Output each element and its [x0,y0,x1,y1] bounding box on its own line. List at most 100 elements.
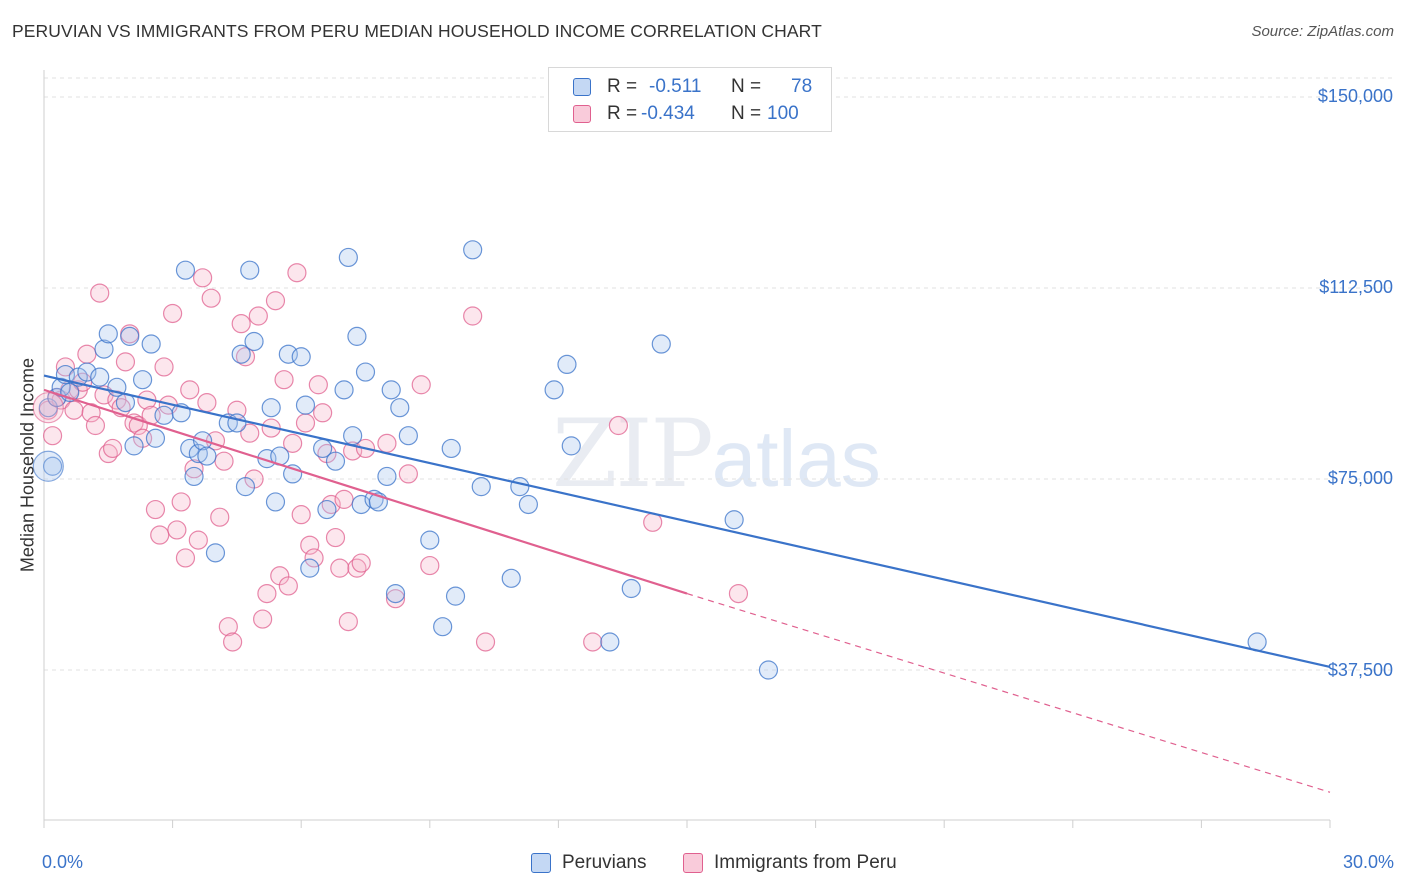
point-peruvians [600,632,620,652]
point-immigrants [102,438,123,459]
point-peruvians [32,450,64,482]
legend-label-peruvians: Peruvians [562,852,647,873]
point-peruvians [291,347,311,367]
y-tick-label: $150,000 [1317,86,1393,106]
trend-line-immigrants-extension [686,593,1331,793]
point-immigrants [175,548,196,568]
point-immigrants [90,283,110,303]
point-immigrants [145,499,166,520]
point-immigrants [287,263,307,283]
watermark-zip: ZIP [552,400,714,509]
point-peruvians [227,413,247,433]
y-tick-label: $37,500 [1327,660,1393,680]
point-peruvians [561,436,581,456]
point-peruvians [300,558,320,578]
point-peruvians [501,568,521,588]
point-immigrants [420,555,440,576]
correlation-legend: R = -0.511 N = 78 R = -0.434 N = 100 [548,67,832,132]
point-immigrants [32,392,64,424]
point-immigrants [291,505,311,525]
point-immigrants [64,400,84,420]
point-peruvians [355,362,376,382]
point-peruvians [120,326,140,346]
point-immigrants [475,632,496,652]
point-immigrants [398,464,418,484]
x-tick-label-min: 0.0% [42,852,84,872]
point-peruvians [231,344,251,364]
point-immigrants [223,632,243,652]
point-peruvians [334,380,354,400]
point-peruvians [390,398,410,418]
point-immigrants [115,352,136,372]
watermark: ZIPatlas [552,400,881,509]
point-peruvians [651,334,671,354]
point-peruvians [124,436,144,456]
trend-line-peruvians [43,374,1331,669]
point-peruvians [621,578,641,599]
point-immigrants [197,393,217,413]
chart-source: Source: ZipAtlas.com [1251,23,1394,40]
point-peruvians [132,370,153,390]
point-immigrants [180,380,200,400]
point-immigrants [330,558,350,578]
point-immigrants [265,291,286,311]
legend-r-value: -0.511 [649,76,702,97]
point-peruvians [420,530,440,550]
legend-label-immigrants: Immigrants from Peru [714,852,897,873]
legend-r-value: -0.434 [641,103,695,124]
point-immigrants [163,303,183,324]
legend-n-label: N = [731,103,762,124]
point-peruvians [265,492,286,512]
point-immigrants [42,426,63,446]
point-immigrants [184,459,204,479]
trend-line-immigrants [43,388,688,595]
point-peruvians [244,331,264,352]
point-peruvians [398,426,418,446]
point-peruvians [42,456,63,476]
point-peruvians [295,395,316,415]
point-peruvians [154,405,174,425]
point-immigrants [248,306,268,326]
point-peruvians [343,426,363,446]
chart-title: PERUVIAN VS IMMIGRANTS FROM PERU MEDIAN … [12,21,822,41]
point-immigrants [300,535,320,555]
point-peruvians [317,499,337,520]
point-immigrants [167,520,187,540]
point-peruvians [471,477,491,497]
legend-swatch-pink [683,853,703,873]
point-immigrants [377,433,397,453]
point-peruvians [98,324,118,344]
point-immigrants [411,375,431,395]
point-peruvians [90,367,110,387]
point-peruvians [205,543,226,563]
y-tick-label: $75,000 [1327,468,1393,488]
legend-swatch-pink [573,105,591,123]
y-axis-label: Median Household Income [17,357,38,573]
point-immigrants [338,612,358,632]
point-immigrants [154,357,174,377]
legend-n-label: N = [731,76,762,97]
point-peruvians [240,260,260,280]
point-immigrants [171,492,191,512]
point-immigrants [193,268,213,288]
point-immigrants [210,507,230,527]
point-immigrants [325,527,346,548]
point-immigrants [77,344,97,364]
point-peruvians [385,583,406,604]
legend-r-label: R = [607,76,638,97]
point-peruvians [441,438,461,459]
legend-r-label: R = [607,103,638,124]
point-immigrants [240,423,260,443]
point-immigrants [214,451,234,471]
legend-n-value: 100 [767,103,799,124]
point-peruvians [175,260,196,280]
point-peruvians [347,326,367,346]
point-immigrants [253,609,273,629]
point-immigrants [728,583,749,604]
point-peruvians [325,451,346,471]
point-peruvians [184,466,204,487]
x-tick-label-max: 30.0% [1342,852,1394,872]
point-peruvians [235,477,256,497]
watermark-atlas: atlas [711,414,881,503]
point-immigrants [55,357,76,377]
